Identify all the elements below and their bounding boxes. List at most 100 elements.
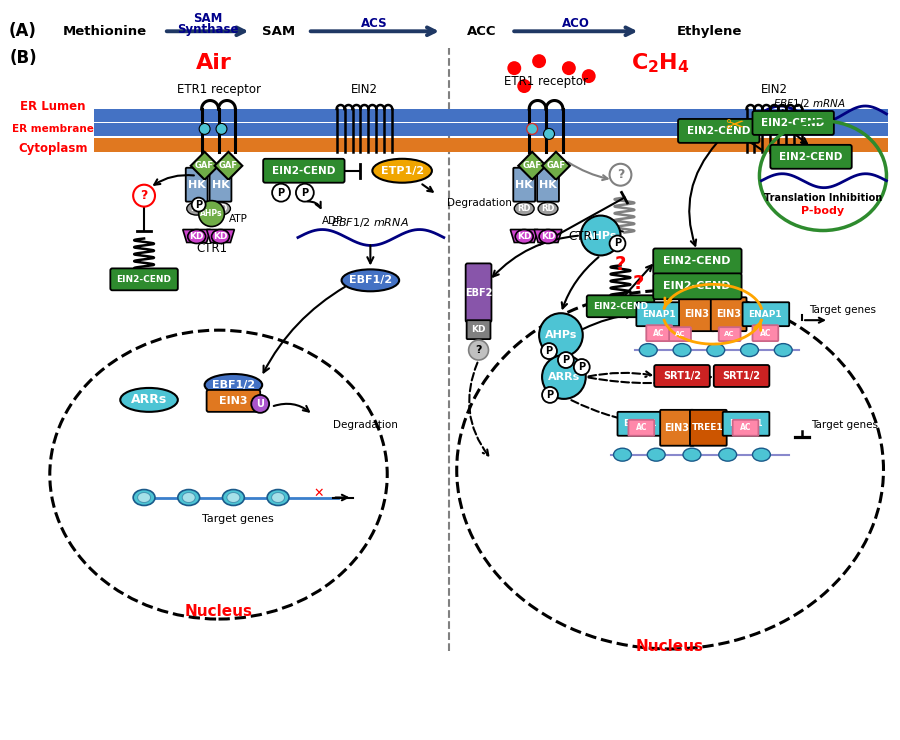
FancyBboxPatch shape <box>752 111 834 135</box>
Text: P: P <box>614 238 621 249</box>
Ellipse shape <box>741 343 759 357</box>
Text: KD: KD <box>541 232 555 241</box>
Text: Target genes: Target genes <box>202 514 274 525</box>
Ellipse shape <box>342 269 400 292</box>
Text: HK: HK <box>539 180 557 189</box>
Text: ARRs: ARRs <box>548 372 580 382</box>
FancyBboxPatch shape <box>513 168 536 201</box>
Text: AHPs: AHPs <box>584 230 616 240</box>
Text: AC: AC <box>635 423 647 432</box>
Text: ER membrane: ER membrane <box>12 124 94 134</box>
Ellipse shape <box>212 229 230 243</box>
Text: CTR1: CTR1 <box>568 230 599 243</box>
Text: P: P <box>545 346 553 356</box>
Circle shape <box>133 185 155 206</box>
Text: EIN2-CEND: EIN2-CEND <box>663 281 731 292</box>
Text: Ethylene: Ethylene <box>677 24 742 38</box>
Text: Translation Inhibition: Translation Inhibition <box>764 192 882 203</box>
Circle shape <box>580 215 620 255</box>
Ellipse shape <box>539 229 557 243</box>
Circle shape <box>539 313 583 357</box>
Text: KD: KD <box>213 232 228 241</box>
Ellipse shape <box>719 448 736 461</box>
FancyBboxPatch shape <box>690 410 726 445</box>
Ellipse shape <box>647 448 665 461</box>
Polygon shape <box>542 152 570 180</box>
Circle shape <box>216 124 227 135</box>
Text: HK: HK <box>188 180 205 189</box>
Bar <box>94 109 888 122</box>
Circle shape <box>544 129 554 139</box>
Text: ACC: ACC <box>467 24 496 38</box>
Bar <box>94 138 888 152</box>
Circle shape <box>581 69 596 83</box>
Ellipse shape <box>227 493 240 502</box>
Text: ETR1 receptor: ETR1 receptor <box>504 75 588 87</box>
Circle shape <box>542 387 558 403</box>
Circle shape <box>541 343 557 359</box>
Text: P: P <box>277 188 284 198</box>
Text: ATP: ATP <box>229 214 248 223</box>
Text: Nucleus: Nucleus <box>636 639 704 654</box>
FancyBboxPatch shape <box>465 263 491 322</box>
Text: ?: ? <box>475 345 482 355</box>
FancyBboxPatch shape <box>714 365 770 387</box>
Text: EIN2-CEND: EIN2-CEND <box>117 275 172 284</box>
Circle shape <box>532 54 546 68</box>
Text: EIN3: EIN3 <box>684 309 709 319</box>
Text: KD: KD <box>517 232 532 241</box>
FancyBboxPatch shape <box>587 295 654 317</box>
Text: EIN2-CEND: EIN2-CEND <box>687 126 751 136</box>
Ellipse shape <box>133 490 155 505</box>
Polygon shape <box>510 229 538 243</box>
FancyBboxPatch shape <box>636 302 683 326</box>
Text: KD: KD <box>472 325 486 334</box>
Text: AC: AC <box>760 329 771 337</box>
Ellipse shape <box>188 229 205 243</box>
Ellipse shape <box>187 202 207 215</box>
Circle shape <box>199 124 210 135</box>
Ellipse shape <box>204 374 262 396</box>
Text: ✕: ✕ <box>313 487 324 500</box>
Text: P: P <box>195 200 203 209</box>
FancyBboxPatch shape <box>661 410 694 445</box>
Ellipse shape <box>183 493 195 502</box>
Text: ?: ? <box>633 274 644 293</box>
Text: SAM: SAM <box>193 12 222 25</box>
Circle shape <box>296 184 314 201</box>
Text: AC: AC <box>740 423 752 432</box>
Text: EIN2-CEND: EIN2-CEND <box>761 118 825 128</box>
Text: EBF1/2: EBF1/2 <box>212 380 255 390</box>
FancyBboxPatch shape <box>654 365 710 387</box>
Text: P: P <box>302 188 309 198</box>
FancyBboxPatch shape <box>770 145 851 169</box>
FancyBboxPatch shape <box>185 168 208 201</box>
Text: $EBF1/2$ mRNA: $EBF1/2$ mRNA <box>773 96 845 110</box>
FancyBboxPatch shape <box>653 273 742 299</box>
Text: ARRs: ARRs <box>130 394 167 406</box>
FancyBboxPatch shape <box>617 412 664 436</box>
Text: EIN2-CEND: EIN2-CEND <box>663 256 731 266</box>
Text: ER Lumen: ER Lumen <box>20 101 86 113</box>
Text: AC: AC <box>675 331 685 337</box>
Text: ACS: ACS <box>361 17 388 30</box>
Ellipse shape <box>121 388 178 412</box>
Text: Air: Air <box>195 53 231 73</box>
Text: Target genes: Target genes <box>809 305 876 315</box>
Text: Methionine: Methionine <box>62 24 147 38</box>
Ellipse shape <box>639 343 657 357</box>
Text: P-body: P-body <box>801 206 844 215</box>
Ellipse shape <box>272 493 284 502</box>
Text: KD: KD <box>189 232 204 241</box>
Polygon shape <box>214 152 242 180</box>
Text: EIN2-CEND: EIN2-CEND <box>593 302 648 311</box>
Circle shape <box>251 395 269 413</box>
Text: ?: ? <box>140 189 148 202</box>
Ellipse shape <box>673 343 691 357</box>
Text: GAF: GAF <box>546 161 565 170</box>
Text: P: P <box>546 390 554 400</box>
Text: RD: RD <box>190 204 203 213</box>
FancyBboxPatch shape <box>653 249 742 275</box>
Text: EIN3: EIN3 <box>220 396 248 406</box>
Text: ?: ? <box>615 255 626 274</box>
